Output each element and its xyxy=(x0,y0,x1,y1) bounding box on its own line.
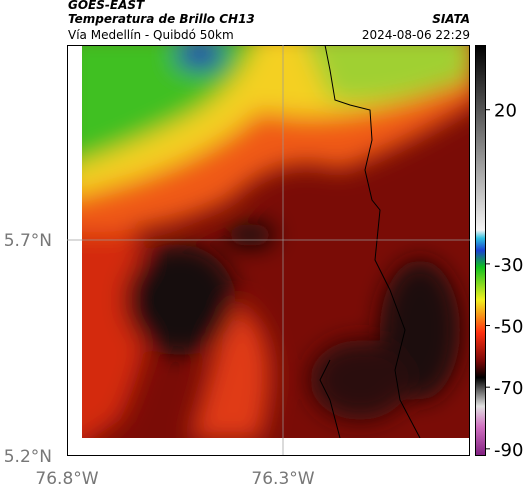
colorbar-tick-label: -30 xyxy=(494,255,523,276)
lon-label: 76.3°W xyxy=(251,469,314,489)
subtitle: Temperatura de Brillo CH13 xyxy=(68,12,255,26)
colorbar xyxy=(475,45,486,456)
lon-label: 76.8°W xyxy=(35,469,98,489)
region: Vía Medellín - Quibdó 50km xyxy=(68,28,234,42)
lat-label: 5.2°N xyxy=(4,447,52,467)
brightness-field xyxy=(82,45,470,438)
title: GOES-EAST xyxy=(68,0,145,12)
colorbar-tick-label: -70 xyxy=(494,378,523,399)
source: SIATA xyxy=(432,12,470,26)
timestamp: 2024-08-06 22:29 xyxy=(361,28,470,42)
colorbar-tick-label: 20 xyxy=(494,101,517,122)
colorbar-tick-label: -50 xyxy=(494,317,523,338)
lat-label: 5.7°N xyxy=(4,231,52,251)
colorbar-tick-label: -90 xyxy=(494,440,523,461)
